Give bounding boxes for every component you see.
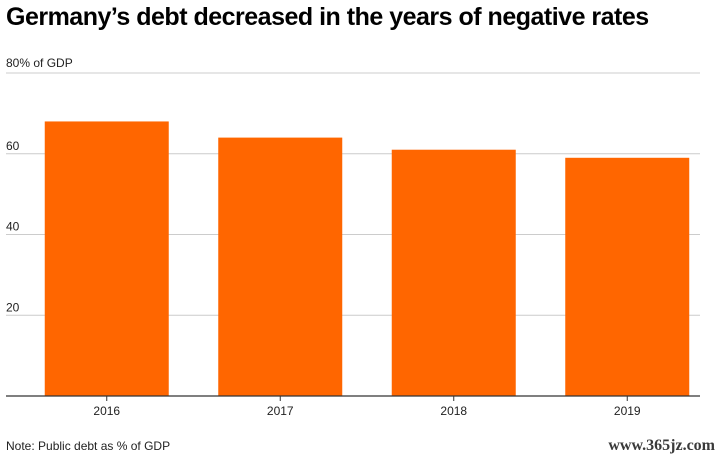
bars xyxy=(44,121,690,396)
chart-note: Note: Public debt as % of GDP xyxy=(6,439,171,453)
bar-2018 xyxy=(391,149,516,396)
y-axis-label: 80% of GDP xyxy=(6,56,73,70)
x-tick-label: 2017 xyxy=(267,404,294,418)
watermark-text: www.365jz.com xyxy=(608,437,715,454)
y-tick-label: 20 xyxy=(6,300,20,314)
x-tick-label: 2018 xyxy=(440,404,467,418)
axis-labels: 20 40 60 80% of GDP 2016 2017 2018 2019 xyxy=(6,56,700,418)
bar-2016 xyxy=(44,121,169,396)
y-tick-label: 60 xyxy=(6,139,20,153)
bar-2019 xyxy=(565,157,690,396)
bar-2017 xyxy=(218,137,343,396)
x-tick-label: 2019 xyxy=(614,404,641,418)
chart-title: Germany’s debt decreased in the years of… xyxy=(6,3,649,31)
y-tick-label: 40 xyxy=(6,220,20,234)
x-tick-label: 2016 xyxy=(93,404,120,418)
